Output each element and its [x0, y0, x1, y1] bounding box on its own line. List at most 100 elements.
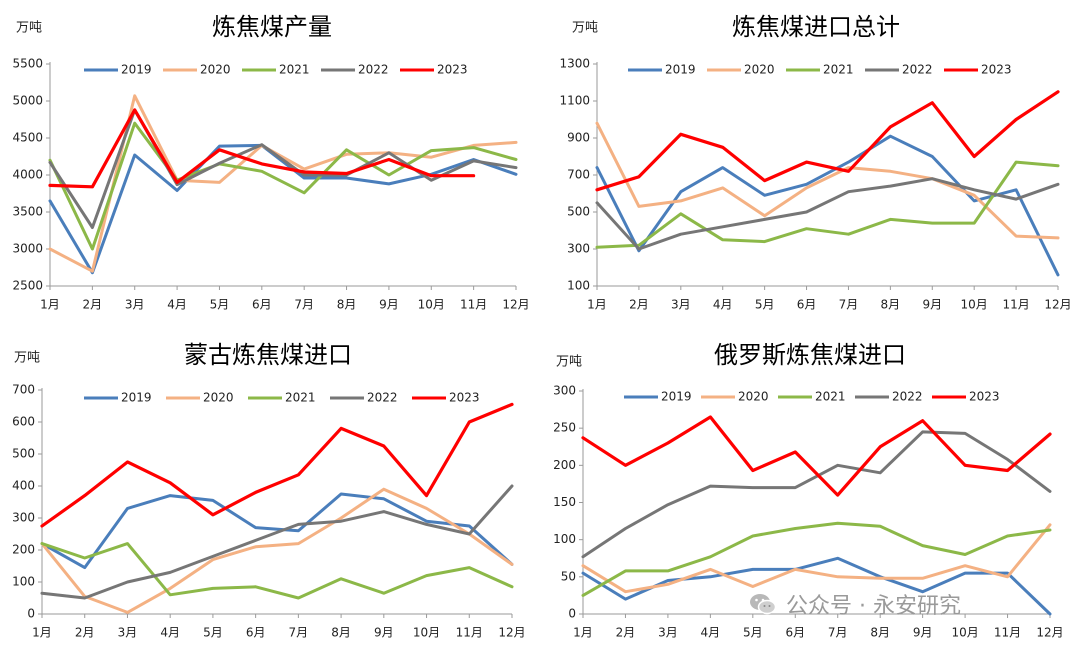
- x-tick-label: 6月: [797, 298, 817, 312]
- y-tick-label: 3000: [12, 242, 43, 256]
- x-tick-label: 10月: [951, 626, 978, 640]
- y-tick-label: 1100: [559, 94, 590, 108]
- legend-label: 2021: [815, 390, 846, 404]
- y-tick-label: 0: [27, 607, 35, 621]
- y-tick-label: 200: [12, 543, 35, 557]
- x-tick-label: 11月: [1002, 298, 1029, 312]
- legend-label: 2020: [200, 63, 231, 77]
- y-tick-label: 5000: [12, 94, 43, 108]
- x-tick-label: 12月: [498, 626, 525, 640]
- x-tick-label: 9月: [374, 626, 394, 640]
- x-tick-label: 3月: [671, 298, 691, 312]
- legend-label: 2022: [902, 63, 933, 77]
- x-tick-label: 8月: [870, 626, 890, 640]
- series-line-2023: [48, 108, 476, 189]
- x-tick-label: 2月: [83, 298, 103, 312]
- x-tick-label: 1月: [587, 298, 607, 312]
- x-tick-label: 10月: [418, 298, 445, 312]
- legend-label: 2021: [285, 391, 316, 405]
- x-tick-label: 3月: [118, 626, 138, 640]
- series-line-2021: [595, 160, 1060, 249]
- y-tick-label: 200: [553, 458, 576, 472]
- y-tick-label: 4500: [12, 131, 43, 145]
- y-tick-label: 300: [12, 511, 35, 525]
- x-tick-label: 7月: [839, 298, 859, 312]
- y-tick-label: 1300: [559, 57, 590, 71]
- legend-label: 2020: [738, 390, 769, 404]
- x-tick-label: 9月: [922, 298, 942, 312]
- series-line-2019: [40, 492, 514, 570]
- x-tick-label: 6月: [246, 626, 266, 640]
- unit-label: 万吨: [14, 351, 40, 366]
- chart-title: 炼焦煤进口总计: [732, 13, 900, 41]
- y-tick-label: 300: [553, 384, 576, 398]
- legend-label: 2023: [449, 391, 480, 405]
- x-tick-label: 2月: [616, 626, 636, 640]
- series-line-2020: [595, 121, 1060, 240]
- legend-label: 2019: [121, 63, 152, 77]
- x-tick-label: 4月: [167, 298, 187, 312]
- y-tick-label: 700: [567, 168, 590, 182]
- legend-label: 2021: [823, 63, 854, 77]
- chart-title: 蒙古炼焦煤进口: [184, 341, 352, 369]
- x-tick-label: 12月: [1036, 626, 1063, 640]
- series-line-2020: [581, 523, 1052, 594]
- x-tick-label: 3月: [658, 626, 678, 640]
- x-tick-label: 8月: [337, 298, 357, 312]
- y-tick-label: 900: [567, 131, 590, 145]
- series-line-2023: [581, 415, 1052, 497]
- x-tick-label: 9月: [379, 298, 399, 312]
- x-tick-label: 9月: [913, 626, 933, 640]
- series-line-2019: [581, 556, 1052, 616]
- x-tick-label: 7月: [294, 298, 314, 312]
- y-tick-label: 100: [567, 279, 590, 293]
- chart-coke-output: 炼焦煤产量 万吨 2500 3000 3500 4000 4500 5000 5500 1月 2月 3…: [12, 13, 529, 312]
- legend-label: 2019: [121, 391, 152, 405]
- y-tick-label: 300: [567, 242, 590, 256]
- series-line-2023: [40, 402, 514, 528]
- y-tick-label: 0: [568, 607, 576, 621]
- chart-title: 炼焦煤产量: [212, 13, 332, 41]
- y-tick-label: 100: [553, 532, 576, 546]
- unit-label: 万吨: [556, 355, 582, 370]
- series-line-2022: [581, 430, 1052, 559]
- x-tick-label: 2月: [75, 626, 95, 640]
- wechat-icon: [750, 594, 777, 615]
- x-tick-label: 5月: [203, 626, 223, 640]
- legend-label: 2023: [969, 390, 1000, 404]
- legend-label: 2019: [661, 390, 692, 404]
- y-tick-label: 5500: [12, 57, 43, 71]
- y-tick-label: 3500: [12, 205, 43, 219]
- y-tick-label: 700: [12, 383, 35, 397]
- x-tick-label: 8月: [331, 626, 351, 640]
- series-line-2021: [40, 542, 514, 600]
- x-tick-label: 8月: [881, 298, 901, 312]
- y-tick-label: 100: [12, 575, 35, 589]
- chart-mongolia-import: 蒙古炼焦煤进口 万吨 0 100 200 300 400 500 600 700 1月 2月 3月 4月 5…: [12, 341, 526, 640]
- legend-label: 2019: [665, 63, 696, 77]
- x-tick-label: 2月: [629, 298, 649, 312]
- watermark-text: 公众号 · 永安研究: [786, 594, 961, 619]
- chart-title: 俄罗斯炼焦煤进口: [714, 341, 906, 369]
- series-line-2022: [40, 484, 514, 600]
- x-tick-label: 10月: [413, 626, 440, 640]
- y-tick-label: 4000: [12, 168, 43, 182]
- x-tick-label: 1月: [573, 626, 593, 640]
- x-tick-label: 10月: [961, 298, 988, 312]
- x-tick-label: 4月: [713, 298, 733, 312]
- x-tick-label: 11月: [460, 298, 487, 312]
- legend-label: 2020: [744, 63, 775, 77]
- y-tick-label: 50: [561, 569, 576, 583]
- y-tick-label: 150: [553, 495, 576, 509]
- legend-label: 2022: [892, 390, 923, 404]
- x-tick-label: 5月: [210, 298, 230, 312]
- x-tick-label: 4月: [160, 626, 180, 640]
- series-line-2023: [595, 90, 1060, 192]
- x-tick-label: 1月: [40, 298, 60, 312]
- series-line-2019: [48, 143, 518, 275]
- unit-label: 万吨: [16, 21, 42, 36]
- x-tick-label: 6月: [252, 298, 272, 312]
- x-tick-label: 3月: [125, 298, 145, 312]
